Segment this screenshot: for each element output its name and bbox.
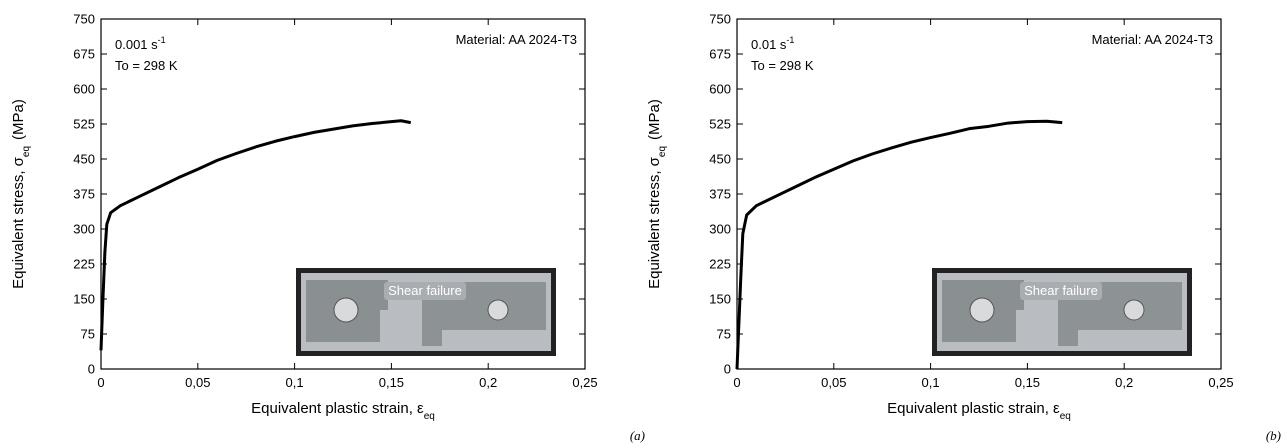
panel-label: (b): [1266, 428, 1281, 443]
y-tick-label: 375: [73, 187, 95, 202]
strain-rate-exponent: -1: [158, 35, 166, 45]
stress-strain-curve: [735, 119, 1063, 370]
material: Material: AA 2024-T3: [456, 32, 577, 47]
x-tick-label: 0,05: [185, 375, 210, 390]
y-tick-label: 750: [709, 12, 731, 27]
strain-rate-value: 0.001 s: [115, 37, 158, 52]
temperature: To = 298 K: [751, 58, 814, 73]
plot-frame: [100, 18, 586, 370]
x-tick-label: 0: [733, 375, 740, 390]
y-tick-label: 0: [724, 362, 731, 377]
x-axis-label-sub: eq: [424, 411, 435, 422]
y-tick-label: 600: [709, 82, 731, 97]
x-tick-label: 0: [97, 375, 104, 390]
y-tick-label: 525: [709, 117, 731, 132]
y-tick-label: 300: [709, 222, 731, 237]
y-axis-label-sub: eq: [21, 146, 32, 157]
x-tick-label: 0,25: [572, 375, 597, 390]
y-tick-label: 600: [73, 82, 95, 97]
y-tick-label: 525: [73, 117, 95, 132]
y-tick-label: 675: [73, 47, 95, 62]
x-axis-label-text: Equivalent plastic strain, ε: [887, 400, 1060, 417]
y-tick-label: 450: [73, 152, 95, 167]
strain-rate-exponent: -1: [786, 35, 794, 45]
y-tick-label: 750: [73, 12, 95, 27]
y-axis-label: Equivalent stress, σeq (MPa): [646, 99, 668, 289]
x-tick-label: 0,05: [821, 375, 846, 390]
y-tick-label: 675: [709, 47, 731, 62]
x-tick-label: 0,25: [1208, 375, 1233, 390]
inset-label: Shear failure: [388, 283, 462, 298]
y-tick-label: 75: [81, 327, 95, 342]
panel-label: (a): [630, 428, 645, 443]
y-tick-label: 150: [709, 292, 731, 307]
stress-strain-curve: [99, 119, 412, 351]
y-axis-label: Equivalent stress, σeq (MPa): [10, 99, 32, 289]
x-tick-label: 0,2: [1115, 375, 1133, 390]
temperature: To = 298 K: [115, 58, 178, 73]
y-tick-label: 300: [73, 222, 95, 237]
y-axis-label-unit: (MPa): [10, 99, 27, 140]
plot-frame: [736, 18, 1222, 370]
y-tick-label: 0: [88, 362, 95, 377]
x-axis-label-sub: eq: [1060, 411, 1071, 422]
x-axis-label-text: Equivalent plastic strain, ε: [251, 400, 424, 417]
x-axis-label: Equivalent plastic strain, εeq: [251, 400, 435, 422]
y-axis-label-sub: eq: [657, 146, 668, 157]
panel: 0 75 150 225 300 375 450 525 600 675 750 0 0,05 0,1 0,…: [10, 12, 645, 444]
y-axis-label-text: Equivalent stress, σ: [646, 156, 663, 289]
x-tick-label: 0,1: [286, 375, 304, 390]
y-tick-label: 75: [717, 327, 731, 342]
x-tick-label: 0,15: [1015, 375, 1040, 390]
hole: [1123, 299, 1145, 321]
strain-rate: 0.001 s-1: [115, 35, 166, 52]
x-tick-label: 0,1: [922, 375, 940, 390]
x-tick-label: 0,15: [379, 375, 404, 390]
y-tick-label: 375: [709, 187, 731, 202]
material: Material: AA 2024-T3: [1092, 32, 1213, 47]
y-axis-label-text: Equivalent stress, σ: [10, 156, 27, 289]
y-tick-label: 225: [73, 257, 95, 272]
strain-rate-value: 0.01 s: [751, 37, 787, 52]
y-tick-label: 225: [709, 257, 731, 272]
x-tick-label: 0,2: [479, 375, 497, 390]
hole: [333, 297, 359, 323]
y-axis-label-unit: (MPa): [646, 99, 663, 140]
y-tick-label: 150: [73, 292, 95, 307]
strain-rate: 0.01 s-1: [751, 35, 794, 52]
inset-label-bg: [1020, 282, 1102, 300]
hole: [487, 299, 509, 321]
y-tick-label: 450: [709, 152, 731, 167]
panel: 0 75 150 225 300 375 450 525 600 675 750 0 0,05 0,1 0,…: [646, 12, 1281, 444]
hole: [969, 297, 995, 323]
inset-label: Shear failure: [1024, 283, 1098, 298]
x-axis-label: Equivalent plastic strain, εeq: [887, 400, 1071, 422]
inset-label-bg: [384, 282, 466, 300]
